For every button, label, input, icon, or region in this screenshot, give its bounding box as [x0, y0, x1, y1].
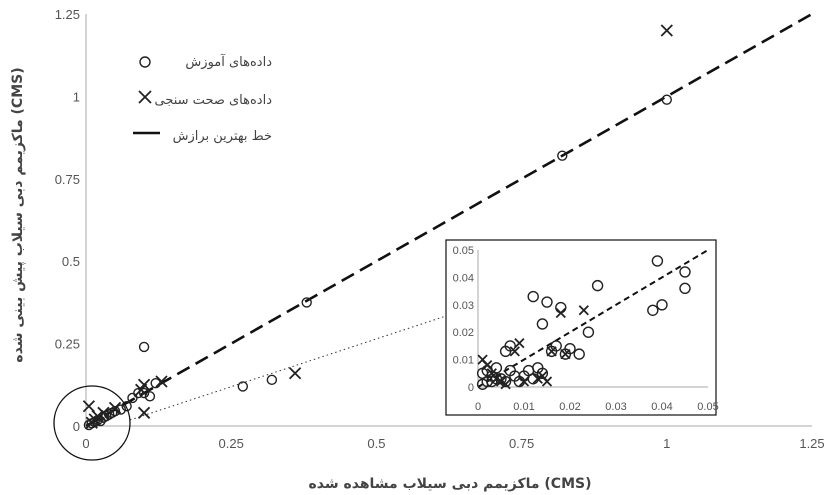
x-tick-label: 0.75	[509, 436, 534, 451]
inset-x-tick-label: 0.05	[697, 401, 718, 413]
validation-point	[91, 409, 104, 423]
inset-x-tick-label: 0.01	[513, 401, 534, 413]
inset-validation-point	[555, 307, 566, 319]
inset-validation-point	[532, 373, 543, 384]
y-tick-label: 0.5	[62, 254, 80, 269]
inset-training-point	[651, 255, 664, 267]
inset-y-tick-label: 0.01	[453, 355, 474, 367]
training-point	[144, 391, 156, 402]
inset-validation-point	[518, 376, 530, 387]
inset-frame	[445, 239, 717, 416]
training-point	[661, 94, 672, 105]
inset-training-point	[573, 348, 585, 360]
inset-validation-point	[491, 373, 502, 384]
x-tick-label: 0	[82, 436, 89, 451]
x-tick-label: 0.25	[219, 436, 244, 451]
inset-x-tick-label: 0	[475, 401, 481, 413]
validation-point	[288, 367, 302, 380]
inset-training-point	[656, 299, 668, 311]
y-tick-label: 1.25	[55, 7, 80, 22]
inset-y-tick-label: 0.05	[453, 245, 474, 257]
inset-training-point	[591, 279, 604, 292]
inset-training-point	[536, 318, 549, 330]
inset-x-tick-label: 0.03	[605, 401, 626, 413]
y-axis-label: ماکزیمم دبی سیلاب پیش بینی شده (CMS)	[10, 67, 26, 362]
inset-validation-point	[514, 338, 525, 349]
inset-validation-point	[509, 346, 520, 357]
inset-y-tick-label: 0	[468, 382, 474, 394]
training-point	[121, 401, 132, 412]
inset-training-point	[679, 282, 691, 295]
legend: داده‌های آموزش داده‌های صحت سنجی خط بهترین…	[133, 53, 272, 144]
x-axis-label: ماکزیمم دبی سیلاب مشاهده شده (CMS)	[309, 476, 592, 492]
legend-training-marker	[139, 56, 151, 68]
inset-training-point	[504, 340, 516, 352]
y-tick-label: 1	[73, 89, 80, 104]
inset-validation-point	[495, 376, 507, 387]
inset-fit-line	[477, 249, 709, 388]
inset-training-point	[647, 304, 659, 316]
main-axes	[85, 14, 812, 427]
training-point	[138, 341, 150, 353]
inset-training-point	[536, 367, 549, 379]
fit-line	[85, 12, 813, 428]
y-tick-label: 0.75	[55, 172, 80, 187]
main-data-points	[53, 12, 813, 461]
validation-point	[137, 378, 151, 391]
legend-label: داده‌های آموزش	[185, 53, 272, 70]
inset-validation-point	[482, 359, 493, 371]
main-tick-labels: 0 0.25 0.5 0.75 1 1.25 0 0.25 0.5 0.75 1 1.25	[55, 7, 825, 451]
legend-label: خط بهترین برازش	[173, 129, 272, 144]
inset-training-point	[679, 266, 691, 278]
validation-point	[82, 400, 96, 413]
training-point	[237, 381, 249, 392]
y-tick-label: 0.25	[55, 337, 80, 352]
inset-training-point	[550, 340, 562, 352]
inset-training-point	[582, 326, 595, 338]
inset-validation-point	[560, 348, 571, 360]
inset-validation-point	[546, 346, 557, 357]
inset-x-tick-label: 0.04	[651, 401, 672, 413]
training-point	[266, 374, 278, 386]
legend-validation-marker	[138, 90, 152, 104]
training-point	[133, 387, 144, 399]
training-point	[138, 387, 150, 399]
inset-connector	[129, 315, 447, 421]
inset-plot: 0 0.01 0.02 0.03 0.04 0.05 0 0.01 0.02 0.03 0.04 0.…	[445, 239, 719, 416]
connector-line	[129, 315, 447, 421]
training-point	[557, 150, 568, 161]
inset-validation-point	[500, 379, 511, 390]
validation-point	[97, 406, 110, 419]
inset-training-point	[490, 362, 503, 374]
validation-point	[108, 401, 122, 415]
inset-training-point	[541, 296, 553, 308]
validation-point	[660, 24, 673, 37]
origin-highlight-circle	[53, 385, 131, 461]
inset-validation-point	[541, 376, 553, 387]
x-tick-label: 1	[663, 436, 670, 451]
inset-y-tick-label: 0.02	[453, 327, 474, 339]
legend-label: داده‌های صحت سنجی	[155, 93, 273, 108]
validation-point	[155, 375, 168, 388]
training-point	[301, 297, 312, 308]
inset-training-point	[527, 290, 539, 303]
inset-training-point	[564, 342, 576, 355]
x-tick-label: 1.25	[799, 436, 824, 451]
y-tick-label: 0	[73, 419, 80, 434]
x-tick-label: 0.5	[367, 436, 385, 451]
validation-point	[137, 406, 151, 419]
inset-x-tick-label: 0.02	[559, 401, 580, 413]
inset-validation-point	[578, 305, 589, 316]
inset-y-tick-label: 0.03	[453, 300, 474, 312]
inset-y-tick-label: 0.04	[453, 272, 474, 284]
